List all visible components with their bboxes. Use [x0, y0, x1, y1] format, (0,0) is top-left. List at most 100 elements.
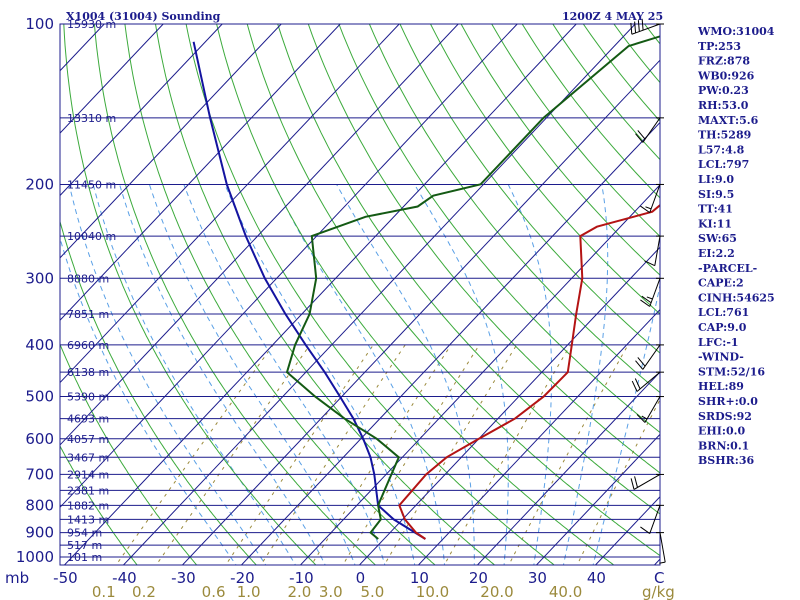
index-entry: WMO:31004	[697, 25, 775, 38]
index-entry: CINH:54625	[698, 291, 775, 304]
moist-adiabat-line	[336, 184, 475, 565]
temperature-tick-label: -10	[289, 569, 314, 587]
wind-barbs	[630, 18, 666, 564]
height-label: 4057 m	[67, 433, 109, 446]
temperature-tick-label: 10	[410, 569, 429, 587]
wind-barb-flag	[644, 260, 656, 267]
wind-barb-shaft	[654, 236, 661, 266]
wind-barb	[636, 396, 664, 423]
moist-adiabat-line	[507, 184, 553, 565]
pressure-tick-labels: 100 200 300 400 500 600 700 800 900 1000	[16, 15, 54, 566]
index-entry: SW:65	[698, 232, 737, 245]
index-entry: TT:41	[698, 203, 733, 216]
index-entry: KI:11	[698, 217, 732, 230]
wind-barb-shaft	[644, 396, 661, 423]
dry-adiabat-line	[307, 24, 660, 474]
wind-barb-shaft	[631, 23, 661, 35]
pressure-tick-label: 500	[25, 388, 54, 406]
moist-adiabat-line	[148, 184, 356, 565]
mixing-ratio-line	[115, 344, 274, 565]
index-entry: EHI:0.0	[698, 425, 745, 438]
isotherm-line	[60, 24, 518, 509]
index-entry: STM:52/16	[698, 365, 765, 378]
mixing-ratio-label: 1.0	[237, 583, 261, 600]
wind-barb-flag	[640, 526, 651, 534]
height-label: 2914 m	[67, 468, 109, 481]
wind-barb-shaft	[649, 505, 661, 534]
height-label: 517 m	[67, 539, 102, 552]
mixing-ratio-line	[225, 344, 374, 565]
dry-adiabat-line	[399, 24, 660, 354]
wind-barb	[640, 277, 664, 307]
dry-adiabat-line	[154, 24, 496, 565]
moist-adiabat-line	[68, 184, 267, 565]
moist-adiabats	[60, 184, 660, 565]
temperature-tick-label: -40	[112, 569, 137, 587]
pressure-tick-label: 800	[25, 496, 54, 514]
mixing-ratio-label: 0.6	[202, 583, 226, 600]
wind-barb	[640, 504, 664, 534]
time-label: 1200Z 4 MAY 25	[562, 10, 663, 23]
moist-adiabat-line	[224, 184, 416, 565]
isotherm-line	[60, 24, 459, 446]
dewpoint-trace	[285, 35, 660, 540]
pressure-tick-label: 600	[25, 430, 54, 448]
temperature-tick-label: -30	[171, 569, 196, 587]
wind-barb-flag	[634, 476, 638, 488]
temperature-line	[398, 203, 660, 540]
wind-barb-flag	[635, 133, 644, 143]
wind-barb-flag	[634, 378, 641, 390]
height-label: 3467 m	[67, 451, 109, 464]
wind-barb-shaft	[649, 278, 661, 307]
wind-barb-flag	[641, 18, 644, 31]
index-entry: TH:5289	[698, 129, 751, 142]
temperature-tick-label: -20	[230, 569, 255, 587]
dry-adiabat-line	[460, 24, 660, 276]
wind-barb	[630, 473, 664, 490]
index-entry: BSHR:36	[698, 454, 754, 467]
index-entry: BRN:0.1	[698, 439, 749, 452]
isotherm-line	[417, 308, 660, 565]
wind-barb	[630, 18, 664, 35]
moist-adiabat-line	[119, 184, 326, 565]
wind-barb	[631, 371, 664, 392]
mixing-ratio-label: 0.1	[92, 583, 116, 600]
temperature-tick-label: 20	[469, 569, 488, 587]
dry-adiabat-line	[216, 24, 615, 565]
isotherms	[60, 24, 660, 565]
isotherm-line	[60, 24, 164, 134]
dry-adiabat-line	[277, 24, 660, 515]
wind-barb-flag	[635, 360, 644, 370]
wind-barb-flag	[636, 414, 646, 423]
isotherm-line	[60, 24, 400, 384]
wind-barb-half-flag	[645, 206, 652, 210]
isotherm-line	[358, 246, 660, 565]
index-entry: WB0:926	[697, 69, 755, 82]
isotherm-line	[60, 24, 223, 197]
moist-adiabat-line	[562, 184, 609, 565]
index-entry: HEL:89	[698, 380, 744, 393]
wind-barb-shaft	[649, 184, 661, 213]
height-label: 954 m	[67, 527, 102, 540]
index-entry: SRDS:92	[698, 410, 752, 423]
dry-adiabat-line	[60, 219, 257, 565]
pressure-tick-label: 300	[25, 269, 54, 287]
height-label: 7851 m	[67, 308, 109, 321]
temperature-tick-label: 0	[356, 569, 366, 587]
isotherm-line	[63, 24, 577, 565]
index-entry: PW:0.23	[698, 84, 749, 97]
temperature-tick-labels: -50 -40 -30 -20 -10 0 10 20 30 40	[53, 569, 606, 587]
index-entry: SHR+:0.0	[698, 395, 758, 408]
isotherm-line	[181, 59, 660, 565]
index-entry: FRZ:878	[698, 55, 750, 68]
mixing-ratio-line	[508, 344, 629, 565]
index-entry: CAP:9.0	[698, 321, 747, 334]
mixing-ratio-labels: 0.1 0.2 0.6 1.0 2.0 3.0 5.0 10.0 20.0 40.0	[92, 583, 582, 600]
isotherm-line	[122, 24, 636, 565]
index-entry: TP:253	[698, 40, 741, 53]
wind-barb-flag	[630, 22, 633, 35]
mixing-ratio-label: 20.0	[480, 583, 513, 600]
mixing-ratio-label: 0.2	[132, 583, 156, 600]
height-label: 10040 m	[67, 230, 116, 243]
dry-adiabat-line	[60, 343, 198, 565]
